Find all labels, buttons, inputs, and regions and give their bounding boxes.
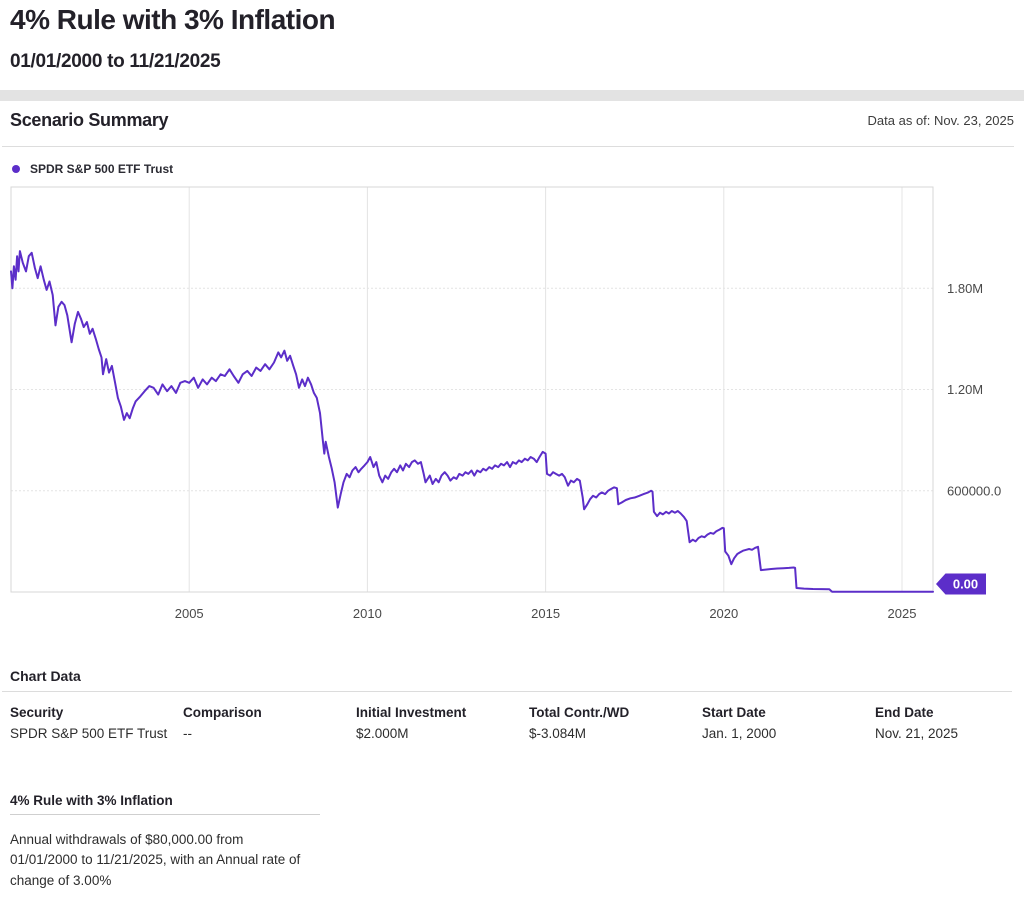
x-axis-label: 2025 bbox=[888, 606, 917, 621]
column-value: $-3.084M bbox=[529, 726, 587, 741]
scenario-description: Annual withdrawals of $80,000.00 from 01… bbox=[10, 832, 301, 888]
x-axis-label: 2020 bbox=[709, 606, 738, 621]
y-axis-label: 1.20M bbox=[947, 382, 983, 397]
column-header: End Date bbox=[875, 705, 934, 720]
column-header: Start Date bbox=[702, 705, 766, 720]
chart-data-column-comparison: Comparison -- bbox=[183, 705, 356, 744]
column-header: Initial Investment bbox=[356, 705, 467, 720]
column-value: SPDR S&P 500 ETF Trust bbox=[10, 726, 168, 741]
summary-header-row: Scenario Summary Data as of: Nov. 23, 20… bbox=[10, 110, 1014, 131]
chart-legend[interactable]: SPDR S&P 500 ETF Trust bbox=[12, 162, 173, 176]
column-value: $2.000M bbox=[356, 726, 409, 741]
column-value: -- bbox=[183, 726, 192, 741]
x-axis-label: 2005 bbox=[175, 606, 204, 621]
summary-heading: Scenario Summary bbox=[10, 110, 169, 130]
column-value: Jan. 1, 2000 bbox=[702, 726, 777, 741]
column-header: Security bbox=[10, 705, 64, 720]
page-subtitle: 01/01/2000 to 11/21/2025 bbox=[10, 51, 221, 72]
scenario-heading: 4% Rule with 3% Inflation bbox=[10, 793, 173, 808]
current-value-badge bbox=[936, 573, 986, 595]
data-as-of-label: Data as of: Nov. 23, 2025 bbox=[867, 113, 1014, 128]
x-axis-label: 2010 bbox=[353, 606, 382, 621]
scenario-chart[interactable]: 600000.0 1.20M 1.80M 2005 2010 2015 2020 2025 0.… bbox=[0, 0, 1024, 645]
section-separator-bar bbox=[0, 90, 1024, 101]
page-title: 4% Rule with 3% Inflation bbox=[10, 4, 336, 35]
current-value-badge-label: 0.00 bbox=[953, 577, 978, 592]
chart-data-column-total-contr-wd: Total Contr./WD $-3.084M bbox=[529, 705, 702, 744]
chart-data-heading: Chart Data bbox=[10, 668, 81, 684]
legend-dot-icon bbox=[12, 165, 20, 173]
chart-data-table: Security SPDR S&P 500 ETF Trust Comparison… bbox=[10, 705, 1020, 744]
plot-border bbox=[10, 186, 934, 593]
y-axis-label: 600000.0 bbox=[947, 483, 1001, 498]
column-header: Total Contr./WD bbox=[529, 705, 630, 720]
chart-data-column-initial-investment: Initial Investment $2.000M bbox=[356, 705, 529, 744]
chart-data-divider bbox=[2, 691, 1012, 692]
column-header: Comparison bbox=[183, 705, 262, 720]
chart-data-column-security: Security SPDR S&P 500 ETF Trust bbox=[10, 705, 183, 744]
scenario-divider bbox=[10, 814, 320, 815]
chart-data-column-start-date: Start Date Jan. 1, 2000 bbox=[702, 705, 875, 744]
y-axis-label: 1.80M bbox=[947, 281, 983, 296]
legend-label: SPDR S&P 500 ETF Trust bbox=[30, 162, 174, 176]
x-axis-label: 2015 bbox=[531, 606, 560, 621]
series-line[interactable] bbox=[10, 250, 934, 593]
column-value: Nov. 21, 2025 bbox=[875, 726, 959, 741]
chart-data-column-end-date: End Date Nov. 21, 2025 bbox=[875, 705, 1024, 744]
summary-divider bbox=[2, 146, 1014, 147]
